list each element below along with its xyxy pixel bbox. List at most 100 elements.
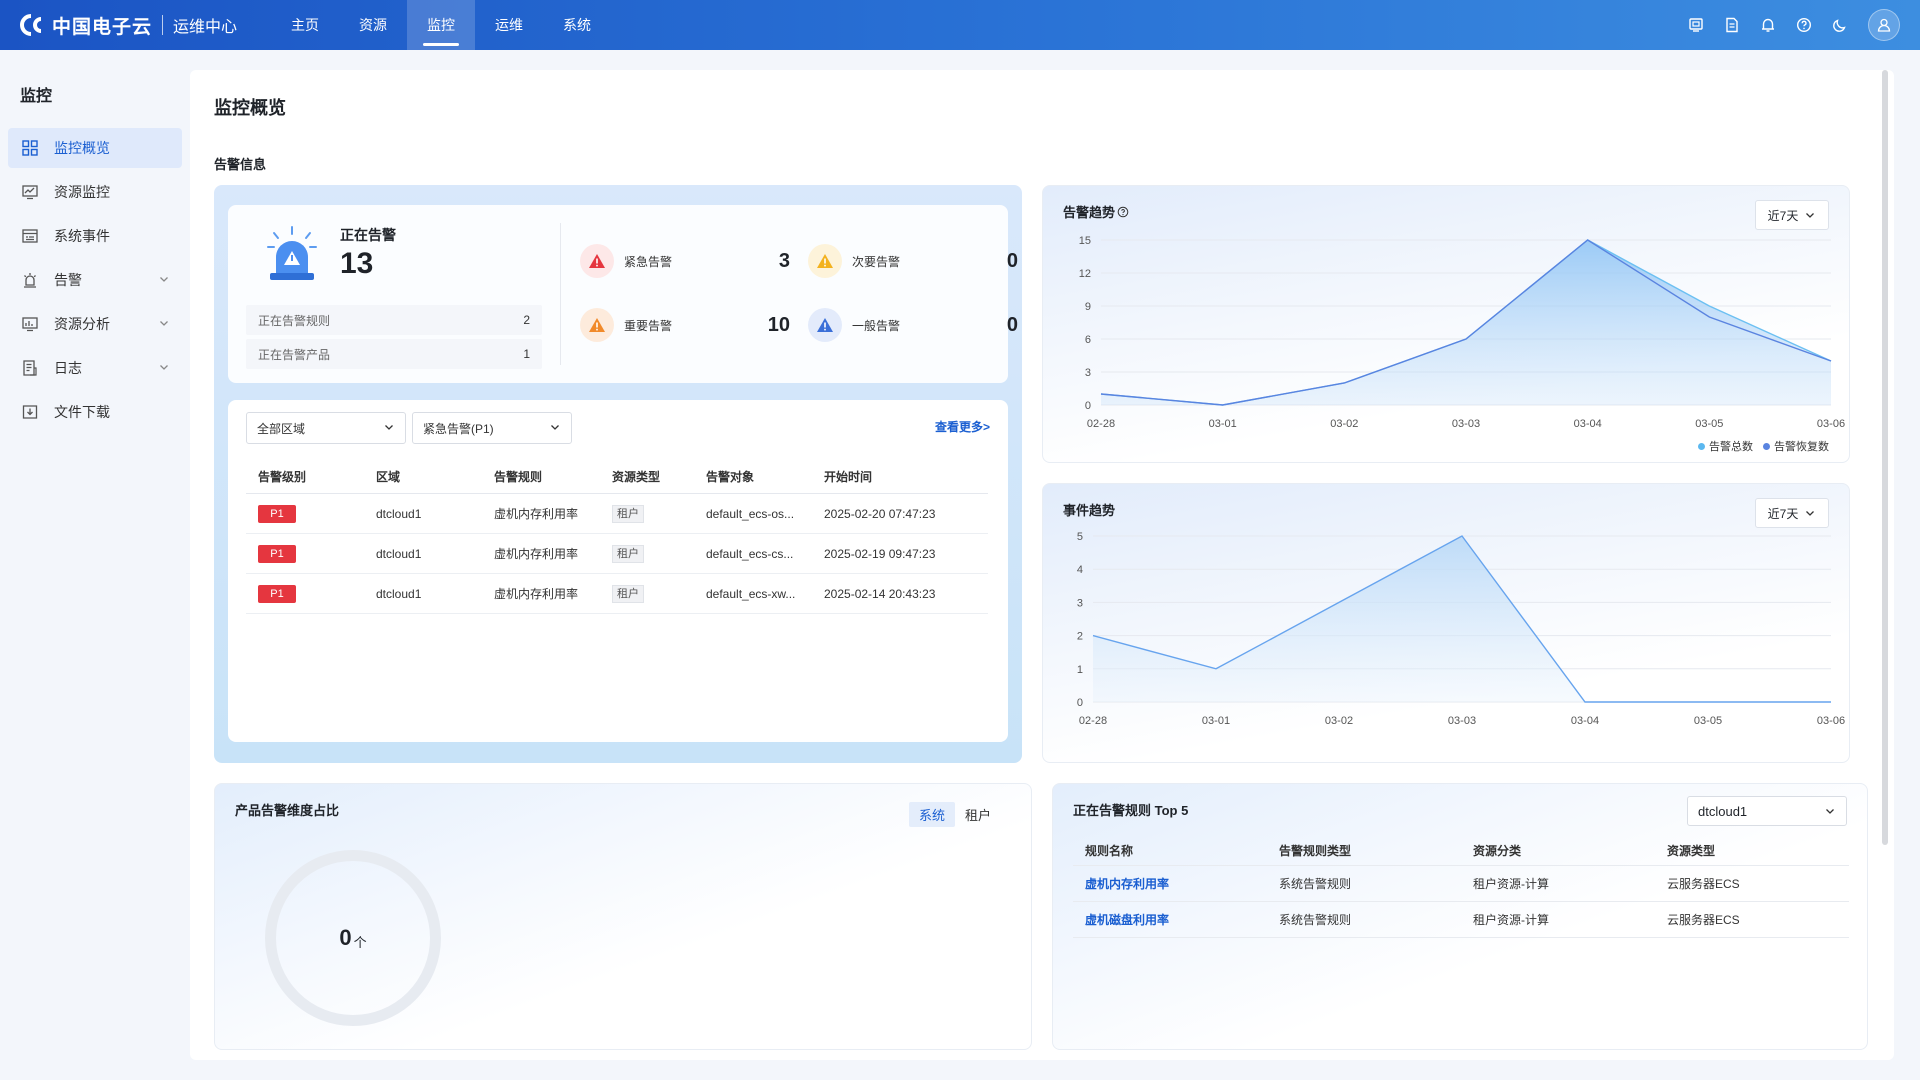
region-cell: dtcloud1	[376, 506, 422, 521]
x-tick-label: 03-05	[1695, 418, 1723, 430]
rule-name-link[interactable]: 虚机磁盘利用率	[1085, 913, 1170, 927]
event-trend-card: 0 1 2 3 4 5 02-28 03-01 03-02 03-03 03-04 03-05 03-0…	[1042, 483, 1850, 763]
level-cell: P1	[246, 544, 364, 563]
table-row[interactable]: P1 dtcloud1 虚机内存利用率 租户 default_ecs-os...…	[246, 494, 988, 534]
scrollbar-thumb[interactable]	[1882, 70, 1888, 845]
y-tick-label: 15	[1079, 235, 1091, 247]
legend-item[interactable]: 告警恢复数	[1763, 438, 1829, 454]
sidebar-item-label: 资源监控	[54, 184, 110, 200]
legend-label: 告警恢复数	[1774, 441, 1829, 453]
y-tick-label: 6	[1085, 334, 1091, 346]
level-cell: P1	[246, 584, 364, 603]
top-rules-card: 正在告警规则 Top 5 dtcloud1 规则名称 告警规则类型 资源分类 资…	[1052, 783, 1868, 1050]
series-area	[1093, 536, 1831, 702]
x-tick-label: 02-28	[1079, 715, 1107, 727]
sidebar-item-alarm[interactable]: 告警	[8, 260, 182, 300]
dark-mode-icon[interactable]	[1822, 7, 1858, 43]
column-header: 规则名称	[1085, 844, 1134, 858]
table-row: 虚机内存利用率 系统告警规则 租户资源-计算 云服务器ECS	[1073, 866, 1849, 902]
vertical-scrollbar[interactable]	[1880, 70, 1888, 1060]
brand[interactable]: 中国电子云 运维中心	[0, 12, 237, 39]
column-header: 告警对象	[706, 470, 755, 484]
screen-icon[interactable]	[1678, 7, 1714, 43]
summary-divider	[560, 223, 561, 365]
log-icon	[20, 358, 40, 378]
nav-home[interactable]: 主页	[291, 17, 320, 33]
column-header: 资源分类	[1473, 844, 1522, 858]
tab-system[interactable]: 系统	[908, 802, 955, 827]
sidebar-item-resource-analysis[interactable]: 资源分析	[8, 304, 182, 344]
sidebar-item-system-events[interactable]: 系统事件	[8, 216, 182, 256]
series-line	[1092, 535, 1831, 703]
row-value: 2	[523, 313, 530, 327]
table-row[interactable]: P1 dtcloud1 虚机内存利用率 租户 default_ecs-xw...…	[246, 574, 988, 614]
bell-icon[interactable]	[1750, 7, 1786, 43]
region-cell: dtcloud1	[376, 586, 422, 601]
top-rules-region-select[interactable]: dtcloud1	[1687, 796, 1847, 826]
column-header: 告警规则	[494, 470, 543, 484]
sidebar-item-monitor-overview[interactable]: 监控概览	[8, 128, 182, 168]
chart-title: 事件趋势	[1063, 500, 1115, 519]
level-cell: P1	[246, 504, 364, 523]
nav-resources[interactable]: 资源	[359, 17, 388, 33]
alarm-trend-range-select[interactable]: 近7天	[1755, 200, 1829, 230]
y-tick-label: 3	[1077, 597, 1083, 609]
sidebar-item-label: 告警	[54, 272, 82, 288]
help-icon[interactable]	[1786, 7, 1822, 43]
top-rules-table: 规则名称 告警规则类型 资源分类 资源类型 虚机内存利用率 系统告警规则 租户资…	[1073, 836, 1849, 938]
y-tick-label: 3	[1085, 367, 1091, 379]
legend-item[interactable]: 告警总数	[1698, 438, 1753, 454]
alarm-trend-title: 告警趋势	[1063, 205, 1116, 220]
rule-type-cell: 系统告警规则	[1279, 913, 1352, 927]
sidebar-item-logs[interactable]: 日志	[8, 348, 182, 388]
chevron-down-icon	[158, 316, 170, 332]
x-tick-label: 03-06	[1817, 418, 1845, 430]
priority-badge: P1	[258, 544, 296, 563]
sidebar-item-resource-monitor[interactable]: 资源监控	[8, 172, 182, 212]
info-icon[interactable]	[1117, 206, 1129, 218]
grid-icon	[20, 138, 40, 158]
main-content: 监控概览 告警信息 正在告警 13 正在告警规则 2 正在告警产品	[190, 70, 1894, 1060]
event-trend-range-select[interactable]: 近7天	[1755, 498, 1829, 528]
region-select[interactable]: 全部区域	[246, 412, 406, 444]
document-icon[interactable]	[1714, 7, 1750, 43]
rule-cell: 虚机内存利用率	[494, 507, 579, 521]
download-icon	[20, 402, 40, 422]
top-navigation-bar: 中国电子云 运维中心 主页 资源 监控 运维 系统	[0, 0, 1920, 50]
resource-type-tag: 租户	[612, 544, 644, 563]
level-general[interactable]: 一般告警 0	[808, 305, 1018, 345]
alarm-level-select[interactable]: 紧急告警(P1)	[412, 412, 572, 444]
priority-badge: P1	[258, 504, 296, 523]
alarm-light-icon	[20, 270, 40, 290]
time-cell: 2025-02-19 09:47:23	[824, 546, 936, 561]
alarm-list-panel: 全部区域 紧急告警(P1) 查看更多> 告警级别 区域 告警规则 资源类型 告警…	[228, 400, 1008, 742]
alarm-trend-card: 0 3 6 9 12 15 02-28 03-01 03-02 03-03 03-04 03-05 03…	[1042, 185, 1850, 463]
donut-total: 0	[339, 925, 352, 950]
rule-name-link[interactable]: 虚机内存利用率	[1085, 877, 1170, 891]
sidebar-item-file-download[interactable]: 文件下载	[8, 392, 182, 432]
company-logo-icon	[20, 14, 46, 36]
user-avatar[interactable]	[1868, 9, 1900, 41]
alarming-products-row: 正在告警产品 1	[246, 339, 542, 369]
nav-operations[interactable]: 运维	[495, 17, 524, 33]
alarm-summary: 正在告警 13 正在告警规则 2 正在告警产品 1 紧急告警 3 次要告警 0	[228, 205, 1018, 383]
y-tick-label: 12	[1079, 268, 1091, 280]
sidebar-item-label: 日志	[54, 360, 82, 376]
product-ratio-card: 产品告警维度占比 系统 租户 0 个	[214, 783, 1032, 1050]
view-more-link[interactable]: 查看更多>	[934, 420, 990, 434]
tab-tenant[interactable]: 租户	[964, 808, 991, 823]
nav-system[interactable]: 系统	[563, 17, 592, 33]
x-tick-label: 03-01	[1202, 715, 1230, 727]
donut-unit: 个	[353, 934, 367, 950]
series-line	[1100, 239, 1832, 406]
level-minor[interactable]: 次要告警 0	[808, 241, 1018, 281]
x-tick-label: 03-01	[1209, 418, 1237, 430]
monitor-chart-icon	[20, 182, 40, 202]
table-row[interactable]: P1 dtcloud1 虚机内存利用率 租户 default_ecs-cs...…	[246, 534, 988, 574]
chart-legend: 告警总数 告警恢复数	[1688, 438, 1829, 454]
nav-monitor[interactable]: 监控	[407, 0, 476, 50]
level-critical[interactable]: 紧急告警 3	[580, 241, 790, 281]
level-major[interactable]: 重要告警 10	[580, 305, 790, 345]
object-cell: default_ecs-os...	[706, 506, 795, 521]
level-count: 0	[1006, 313, 1018, 336]
